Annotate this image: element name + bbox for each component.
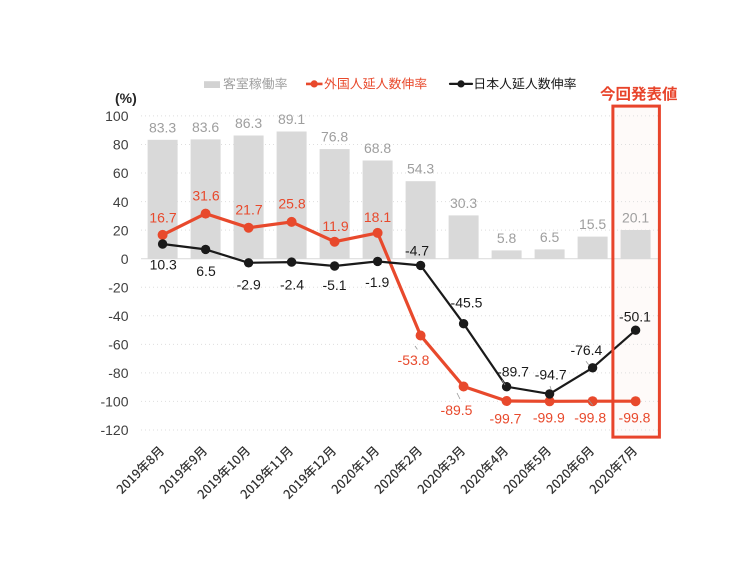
svg-text:-2.9: -2.9 bbox=[237, 276, 261, 292]
svg-text:-5.1: -5.1 bbox=[322, 277, 346, 293]
svg-text:-40: -40 bbox=[108, 308, 128, 324]
svg-text:10.3: 10.3 bbox=[150, 257, 177, 273]
svg-text:30.3: 30.3 bbox=[450, 195, 477, 211]
svg-text:-94.7: -94.7 bbox=[535, 367, 567, 383]
svg-text:-50.1: -50.1 bbox=[619, 308, 651, 324]
svg-text:68.8: 68.8 bbox=[364, 140, 391, 156]
svg-text:-20: -20 bbox=[108, 279, 128, 295]
svg-text:11.9: 11.9 bbox=[322, 218, 348, 234]
svg-text:-89.7: -89.7 bbox=[497, 364, 529, 380]
svg-text:20: 20 bbox=[113, 222, 129, 238]
svg-text:76.8: 76.8 bbox=[321, 129, 348, 145]
svg-text:16.7: 16.7 bbox=[149, 209, 176, 225]
svg-text:18.1: 18.1 bbox=[364, 209, 391, 225]
svg-text:-120: -120 bbox=[100, 422, 128, 438]
svg-text:86.3: 86.3 bbox=[235, 115, 262, 131]
svg-text:-76.4: -76.4 bbox=[570, 342, 602, 358]
svg-text:100: 100 bbox=[105, 108, 129, 124]
svg-text:-60: -60 bbox=[108, 337, 128, 353]
svg-text:-99.8: -99.8 bbox=[619, 410, 651, 426]
svg-text:-99.9: -99.9 bbox=[533, 410, 565, 426]
svg-text:-100: -100 bbox=[100, 394, 128, 410]
svg-text:80: 80 bbox=[113, 137, 129, 153]
svg-text:-99.8: -99.8 bbox=[574, 410, 606, 426]
svg-text:-89.5: -89.5 bbox=[441, 402, 473, 418]
svg-text:-99.7: -99.7 bbox=[490, 411, 522, 427]
svg-text:-4.7: -4.7 bbox=[405, 243, 429, 259]
svg-text:20.1: 20.1 bbox=[622, 210, 649, 226]
svg-text:15.5: 15.5 bbox=[579, 216, 606, 232]
svg-text:6.5: 6.5 bbox=[196, 263, 216, 279]
svg-text:40: 40 bbox=[113, 194, 129, 210]
svg-text:54.3: 54.3 bbox=[407, 161, 434, 177]
svg-text:83.3: 83.3 bbox=[149, 119, 176, 135]
svg-text:25.8: 25.8 bbox=[278, 196, 305, 212]
svg-text:31.6: 31.6 bbox=[192, 188, 219, 204]
svg-text:89.1: 89.1 bbox=[278, 111, 305, 127]
svg-text:(%): (%) bbox=[115, 90, 137, 106]
svg-text:-45.5: -45.5 bbox=[451, 295, 483, 311]
svg-text:83.6: 83.6 bbox=[192, 119, 219, 135]
svg-text:-1.9: -1.9 bbox=[365, 274, 389, 290]
svg-text:-53.8: -53.8 bbox=[398, 352, 430, 368]
svg-text:6.5: 6.5 bbox=[540, 229, 560, 245]
svg-text:5.8: 5.8 bbox=[497, 230, 517, 246]
svg-text:0: 0 bbox=[121, 251, 129, 267]
svg-text:-80: -80 bbox=[108, 365, 128, 381]
svg-text:60: 60 bbox=[113, 165, 129, 181]
svg-text:21.7: 21.7 bbox=[235, 202, 262, 218]
svg-text:-2.4: -2.4 bbox=[280, 276, 304, 292]
